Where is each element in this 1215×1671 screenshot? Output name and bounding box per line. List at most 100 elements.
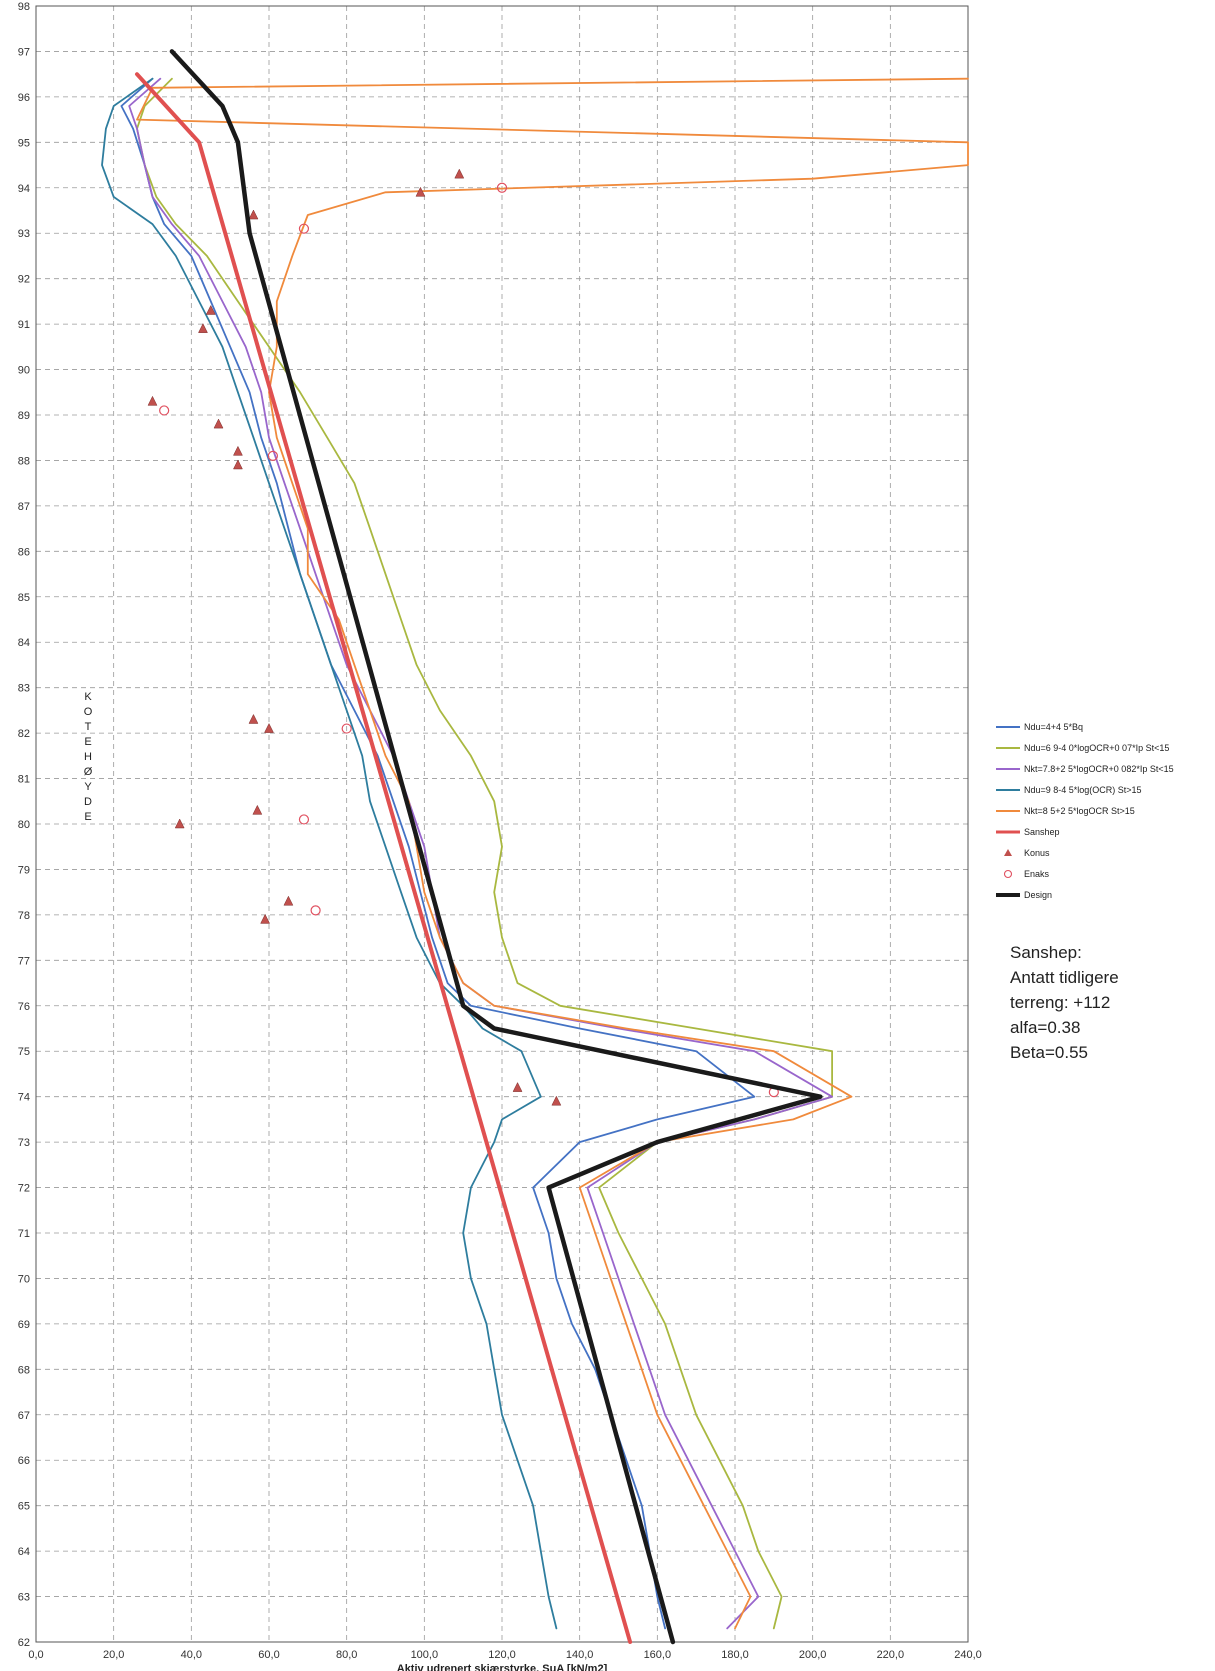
axes: 0,0 20,0 40,0 60,0 80,0 100,0 120,0 140,0 160,0 1…	[18, 1, 982, 1671]
y-tick-label: 66	[18, 1455, 30, 1467]
y-tick-label: 86	[18, 546, 30, 558]
x-axis-label: Aktiv udrenert skjærstyrke, SuA [kN/m2]	[397, 1663, 608, 1671]
konus-point	[264, 723, 274, 733]
series-line-ndu-6-9-4-0-logocr-0-07-ip-st-15	[136, 77, 833, 1630]
legend-swatch	[1004, 849, 1012, 856]
enaks-point	[159, 405, 170, 416]
y-tick-label: 82	[18, 728, 30, 740]
konus-point	[174, 818, 185, 829]
y-tick-label: 71	[18, 1228, 30, 1240]
x-tick-label: 140,0	[566, 1649, 594, 1661]
series-line-sanshep	[135, 72, 633, 1644]
legend-label: Design	[1024, 890, 1052, 900]
y-tick-label: 63	[18, 1592, 30, 1604]
legend-entry: Nkt=8 5+2 5*logOCR St>15	[996, 806, 1135, 816]
y-tick-label: 85	[18, 592, 30, 604]
legend-label: Konus	[1024, 848, 1050, 858]
y-tick-label: 68	[18, 1364, 30, 1376]
y-tick-label: 62	[18, 1637, 30, 1649]
enaks-point	[496, 182, 508, 193]
y-tick-label: 83	[18, 683, 30, 695]
y-tick-label: 74	[18, 1092, 30, 1104]
legend-swatch	[1003, 869, 1013, 879]
x-tick-label: 160,0	[644, 1649, 672, 1661]
x-tick-label: 200,0	[799, 1649, 827, 1661]
y-tick-label: 81	[18, 774, 30, 786]
y-tick-label: 70	[18, 1273, 30, 1285]
y-tick-label: 91	[18, 319, 30, 331]
series-line-design	[169, 49, 823, 1645]
x-tick-label: 60,0	[258, 1649, 279, 1661]
konus-point	[233, 445, 243, 456]
legend-entry: Konus	[1004, 848, 1050, 858]
legend-entry: Sanshep	[996, 827, 1060, 837]
x-tick-label: 20,0	[103, 1649, 124, 1661]
x-tick-label: 220,0	[877, 1649, 905, 1661]
series-line-ndu-4-4-5-bq	[120, 77, 756, 1630]
plot-frame	[35, 5, 969, 1643]
konus-point	[252, 804, 263, 815]
annotation-line: alfa=0.38	[1010, 1018, 1081, 1037]
grid-lines	[35, 5, 969, 1643]
y-tick-label: 95	[18, 137, 30, 149]
y-tick-label: 94	[18, 183, 30, 195]
konus-point	[512, 1082, 523, 1092]
x-tick-label: 180,0	[721, 1649, 749, 1661]
konus-point	[147, 395, 158, 406]
legend-entry: Ndu=9 8-4 5*log(OCR) St>15	[996, 785, 1142, 795]
y-tick-label: 69	[18, 1319, 30, 1331]
y-tick-label: 80	[18, 819, 30, 831]
series-group	[101, 49, 969, 1645]
y-tick-label: 90	[18, 365, 30, 377]
y-tick-label: 93	[18, 228, 30, 240]
enaks-point	[310, 905, 321, 916]
y-tick-label: 65	[18, 1501, 30, 1513]
x-tick-label: 40,0	[181, 1649, 202, 1661]
y-tick-label: 84	[18, 637, 30, 649]
legend-label: Sanshep	[1024, 827, 1060, 837]
x-tick-label: 80,0	[336, 1649, 357, 1661]
konus-point	[248, 209, 259, 220]
legend-entry: Design	[996, 890, 1052, 900]
legend-label: Nkt=7.8+2 5*logOCR+0 082*Ip St<15	[1024, 764, 1174, 774]
konus-point	[260, 913, 271, 924]
y-tick-label: 75	[18, 1046, 30, 1058]
y-tick-label: 88	[18, 455, 30, 467]
konus-point	[551, 1095, 562, 1106]
y-tick-label: 78	[18, 910, 30, 922]
konus-point	[233, 459, 243, 470]
y-tick-label: 67	[18, 1410, 30, 1422]
y-tick-label: 89	[18, 410, 30, 422]
y-tick-label: 98	[18, 1, 30, 13]
annotation-line: Antatt tidligere	[1010, 968, 1119, 987]
annotation-line: Sanshep:	[1010, 943, 1082, 962]
legend-label: Ndu=6 9-4 0*logOCR+0 07*Ip St<15	[1024, 743, 1169, 753]
konus-point	[415, 186, 426, 197]
y-tick-label: 92	[18, 274, 30, 286]
y-tick-label: 79	[18, 864, 30, 876]
enaks-point	[298, 223, 310, 234]
y-tick-label: 77	[18, 955, 30, 967]
x-tick-label: 240,0	[954, 1649, 982, 1661]
x-tick-label: 120,0	[488, 1649, 516, 1661]
legend-entry: Ndu=6 9-4 0*logOCR+0 07*Ip St<15	[996, 743, 1169, 753]
x-tick-label: 100,0	[411, 1649, 439, 1661]
annotation-line: terreng: +112	[1010, 993, 1111, 1012]
y-tick-label: 96	[18, 92, 30, 104]
enaks-point	[267, 450, 278, 461]
legend-entry: Ndu=4+4 5*Bq	[996, 722, 1083, 732]
legend-entry: Nkt=7.8+2 5*logOCR+0 082*Ip St<15	[996, 764, 1174, 774]
konus-point	[205, 304, 216, 315]
konus-point	[213, 418, 224, 429]
enaks-point	[298, 814, 310, 825]
konus-point	[283, 895, 294, 906]
enaks-point	[341, 723, 352, 734]
legend-label: Nkt=8 5+2 5*logOCR St>15	[1024, 806, 1135, 816]
y-tick-label: 72	[18, 1183, 30, 1195]
konus-point	[454, 168, 465, 179]
legend: Ndu=4+4 5*Bq Ndu=6 9-4 0*logOCR+0 07*Ip S…	[996, 722, 1174, 900]
series-line-nkt-7-8-2-5-logocr-0-082-ip-st-15	[128, 77, 833, 1630]
y-tick-label: 87	[18, 501, 30, 513]
sanshep-annotation: Sanshep: Antatt tidligere terreng: +112 …	[1010, 940, 1200, 1065]
